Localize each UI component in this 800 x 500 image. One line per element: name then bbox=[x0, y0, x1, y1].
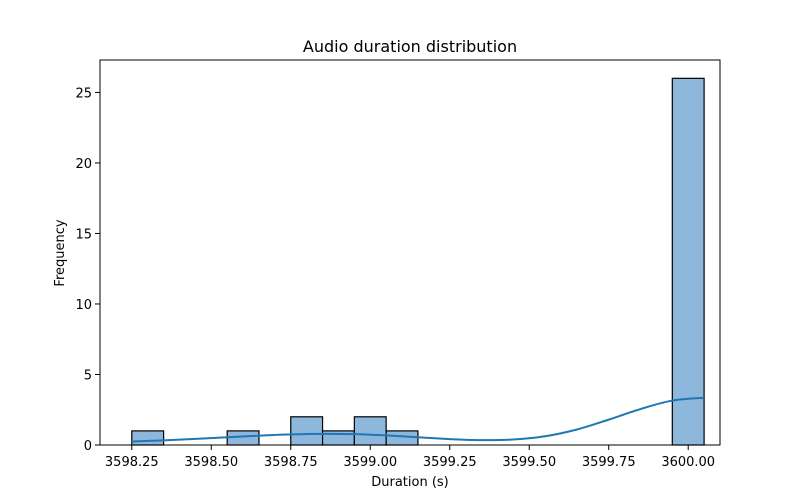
y-axis-title: Frequency bbox=[53, 219, 68, 286]
bars-group bbox=[131, 77, 705, 446]
histogram-bar bbox=[131, 430, 165, 446]
histogram-bar bbox=[353, 416, 387, 446]
histogram-bar bbox=[290, 416, 324, 446]
y-tick-label: 0 bbox=[84, 439, 92, 454]
x-axis-title: Duration (s) bbox=[371, 475, 449, 490]
x-tick-label: 3599.75 bbox=[582, 455, 636, 470]
x-tick-label: 3599.25 bbox=[423, 455, 477, 470]
x-tick-label: 3598.25 bbox=[105, 455, 159, 470]
x-tick-label: 3599.50 bbox=[502, 455, 556, 470]
y-axis-ticks: 0 5 10 15 20 25 bbox=[75, 86, 100, 454]
histogram-bar bbox=[671, 77, 705, 446]
x-tick-label: 3599.00 bbox=[343, 455, 397, 470]
kde-curve-line bbox=[131, 396, 705, 443]
plot-area-frame bbox=[99, 59, 721, 446]
y-tick-label: 15 bbox=[75, 227, 92, 242]
y-tick-label: 5 bbox=[84, 368, 92, 383]
x-tick-label: 3600.00 bbox=[661, 455, 715, 470]
chart-title: Audio duration distribution bbox=[303, 37, 517, 56]
x-tick-label: 3598.75 bbox=[264, 455, 318, 470]
x-axis-ticks: 3598.25 3598.50 3598.75 3599.00 3599.25 3599.… bbox=[105, 445, 715, 470]
y-tick-label: 20 bbox=[75, 157, 92, 172]
x-tick-label: 3598.50 bbox=[184, 455, 238, 470]
y-tick-label: 10 bbox=[75, 298, 92, 313]
y-tick-label: 25 bbox=[75, 86, 92, 101]
